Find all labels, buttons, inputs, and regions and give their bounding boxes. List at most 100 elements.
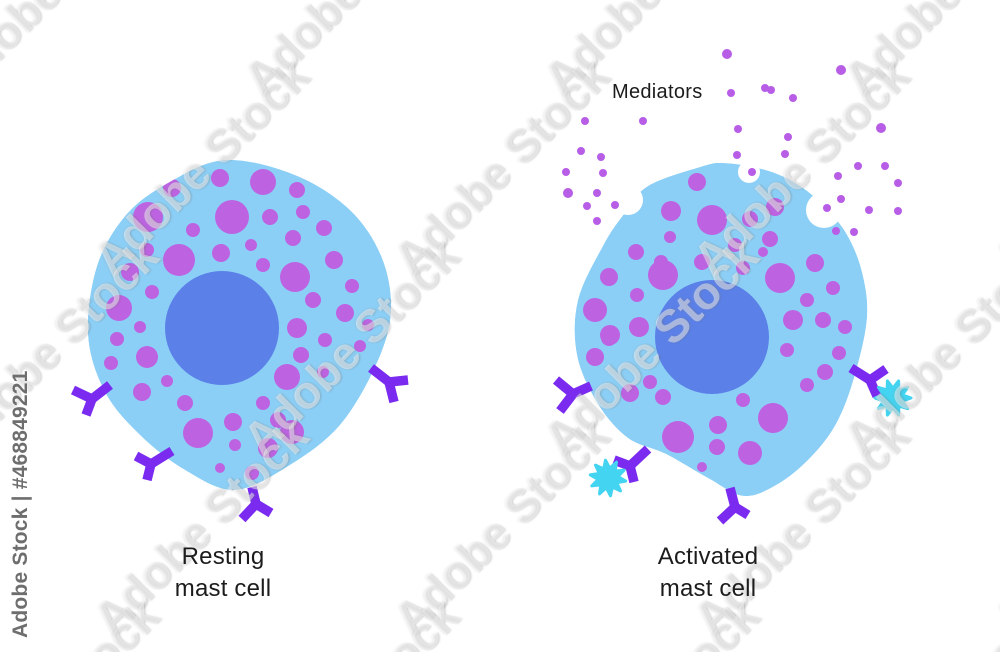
granule [762, 231, 778, 247]
antigen-star-icon [588, 458, 628, 498]
mediator-dot [767, 86, 775, 94]
mediator-dot [894, 207, 902, 215]
granule [806, 254, 824, 272]
granule [736, 261, 750, 275]
granule [285, 230, 301, 246]
mediator-dot [894, 179, 902, 187]
ige-receptor [238, 485, 274, 523]
ige-receptor [70, 381, 113, 417]
granule [136, 346, 158, 368]
mediator-dot [832, 227, 840, 235]
granule [163, 179, 181, 197]
granule [817, 364, 833, 380]
granule [838, 320, 852, 334]
mediator-dot [611, 201, 619, 209]
granule [354, 340, 366, 352]
granule [815, 312, 831, 328]
granule [245, 466, 259, 480]
granule [258, 438, 278, 458]
granule [140, 243, 154, 257]
granule [161, 375, 173, 387]
ige-receptor [552, 376, 593, 414]
granule [697, 205, 727, 235]
granule [224, 413, 242, 431]
granule [736, 393, 750, 407]
granule [133, 202, 163, 232]
mediator-dot [789, 94, 797, 102]
granule [305, 292, 321, 308]
granule [245, 239, 257, 251]
mediator-dot [722, 49, 732, 59]
granule [316, 220, 332, 236]
resting-label-line1: Resting [181, 543, 265, 570]
granule [600, 268, 618, 286]
granule [758, 403, 788, 433]
granule [586, 348, 604, 366]
granule [662, 421, 694, 453]
resting-label-line2: mast cell [174, 575, 272, 602]
granule [728, 238, 742, 252]
granule [296, 205, 310, 219]
granule [250, 169, 276, 195]
granule [630, 288, 644, 302]
granule [758, 247, 768, 257]
granule [694, 254, 710, 270]
adobe-stock-id-watermark: Adobe Stock | #468849221 [9, 370, 32, 639]
granule [104, 356, 118, 370]
granule [318, 333, 332, 347]
granule [121, 263, 139, 281]
mediator-dot [734, 125, 742, 133]
granule [742, 211, 758, 227]
granule [362, 319, 374, 331]
mediator-dot [639, 117, 647, 125]
granule [780, 343, 794, 357]
granule [163, 244, 195, 276]
granule [212, 244, 230, 262]
activated-label-line2: mast cell [659, 575, 757, 602]
granule [643, 375, 657, 389]
mediator-dot [781, 150, 789, 158]
activated-label-line1: Activated [657, 543, 759, 570]
granule [229, 439, 241, 451]
granule [186, 223, 200, 237]
granule [256, 396, 270, 410]
granule [211, 169, 229, 187]
granule [280, 420, 304, 444]
mediator-dot [581, 117, 589, 125]
granule [688, 173, 706, 191]
granule [664, 231, 676, 243]
granule [317, 366, 329, 378]
granule [134, 321, 146, 333]
granule [655, 389, 671, 405]
granule [336, 304, 354, 322]
granule [262, 209, 278, 225]
granule [325, 251, 343, 269]
mediator-dot [865, 206, 873, 214]
granule [274, 364, 300, 390]
granule [826, 281, 840, 295]
mediator-dot [577, 147, 585, 155]
granule [621, 384, 639, 402]
ige-receptor [716, 486, 751, 525]
resting-mast-cell [87, 159, 392, 491]
resting-mast-cell-label: Resting mast cell [123, 541, 323, 605]
granule [648, 260, 678, 290]
mediator-dot [823, 204, 831, 212]
granule [293, 347, 309, 363]
granule [697, 462, 707, 472]
granule [215, 200, 249, 234]
granule [783, 310, 803, 330]
granule [738, 441, 762, 465]
mediator-dot [599, 169, 607, 177]
granule [832, 346, 846, 360]
resting-mast-cell-nucleus [165, 271, 279, 385]
mediator-dot [597, 153, 605, 161]
mediator-dot [583, 202, 591, 210]
mediator-dot [593, 189, 601, 197]
granule [256, 258, 270, 272]
mediator-dot [837, 195, 845, 203]
granule [583, 298, 607, 322]
granule [280, 262, 310, 292]
